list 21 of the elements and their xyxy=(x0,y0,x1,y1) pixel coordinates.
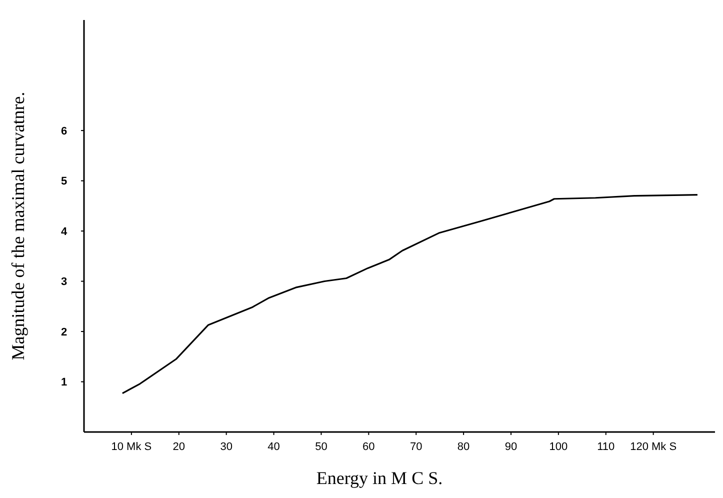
y-tick-label: 2 xyxy=(60,326,68,338)
x-tick-label: 70 xyxy=(410,441,422,453)
x-tick-label: 80 xyxy=(457,441,470,453)
x-tick-label: 90 xyxy=(504,441,518,453)
y-tick-label: 1 xyxy=(60,376,68,389)
y-axis-title: Magnitude of the maximal curvatnre. xyxy=(8,92,28,360)
x-tick-label: 30 xyxy=(220,441,232,453)
y-tick-label: 6 xyxy=(60,125,68,138)
line-series xyxy=(122,194,698,394)
y-tick-label: 3 xyxy=(60,276,68,288)
y-tick-label: 4 xyxy=(60,226,68,238)
x-tick-label: 110 xyxy=(597,441,615,453)
x-tick-label: 40 xyxy=(268,441,280,453)
y-tick-label: 5 xyxy=(60,176,68,188)
x-axis-title: Energy in M C S. xyxy=(316,468,443,488)
x-tick-label: 20 xyxy=(172,441,186,453)
x-tick-label: 120 Mk S xyxy=(630,441,677,453)
x-tick-label: 50 xyxy=(315,441,328,453)
x-tick-label: 60 xyxy=(362,441,375,453)
x-tick-label: 10 Mk S xyxy=(111,441,152,453)
x-tick-label: 100 xyxy=(549,441,568,453)
